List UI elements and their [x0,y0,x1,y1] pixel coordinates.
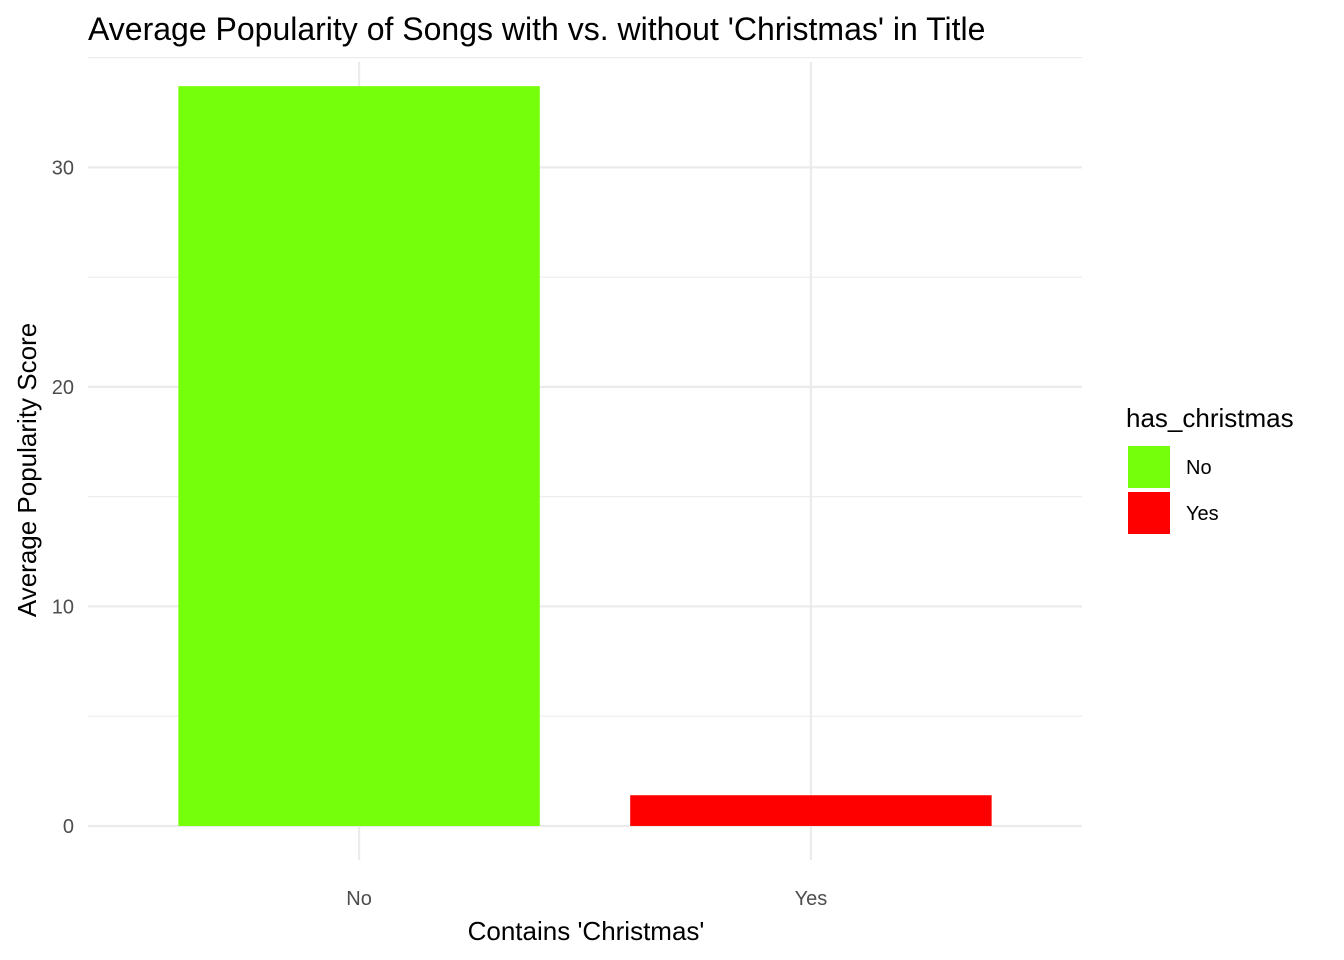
x-axis-label: Contains 'Christmas' [468,916,705,946]
x-tick-label: No [346,888,372,910]
y-axis-label: Average Popularity Score [12,323,42,617]
legend-key-no [1128,446,1170,488]
legend-title: has_christmas [1126,403,1294,433]
y-tick-label: 10 [52,596,74,618]
x-tick-labels: No Yes [346,888,827,910]
bars-layer [178,86,992,826]
y-tick-label: 0 [63,816,74,838]
legend-label-yes: Yes [1186,503,1219,525]
legend-entries: No Yes [1128,446,1219,534]
legend-key-yes [1128,492,1170,534]
bar-yes [630,795,992,826]
bar-no [178,86,540,826]
legend-label-no: No [1186,457,1212,479]
legend: has_christmas No Yes [1126,403,1294,534]
y-tick-label: 30 [52,157,74,179]
chart-title: Average Popularity of Songs with vs. wit… [88,11,985,47]
x-tick-label: Yes [795,888,828,910]
y-tick-label: 20 [52,377,74,399]
y-tick-labels: 0 10 20 30 [52,157,74,838]
